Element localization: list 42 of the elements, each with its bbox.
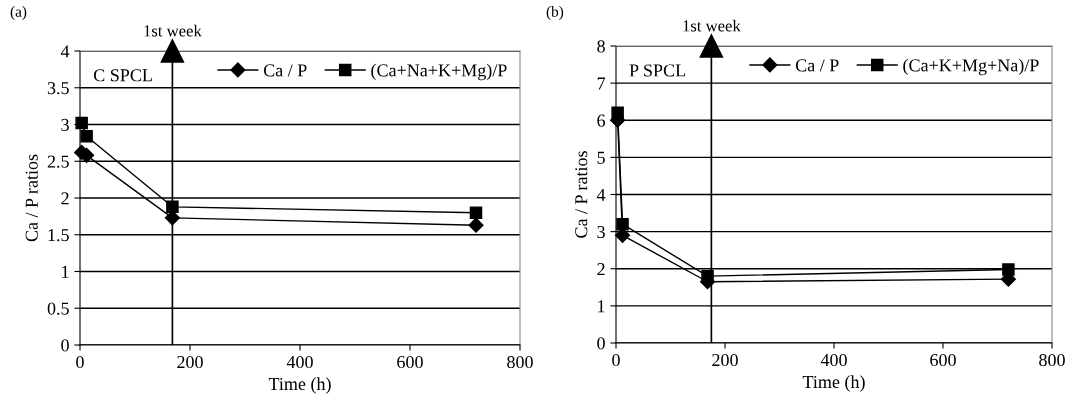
y-tick-label: 1 bbox=[62, 265, 69, 278]
y-tick-label: 0 bbox=[597, 337, 605, 350]
legend-label: (Ca+Na+K+Mg)/P bbox=[371, 63, 507, 81]
x-tick-label: 200 bbox=[712, 353, 738, 367]
y-tick-label: 8 bbox=[597, 40, 605, 53]
y-tick-label: 0.5 bbox=[47, 302, 69, 315]
legend-label: Ca / P bbox=[795, 59, 839, 72]
x-tick-label: 0 bbox=[612, 353, 620, 367]
x-tick-label: 600 bbox=[397, 355, 423, 369]
x-tick-label: 0 bbox=[76, 355, 84, 369]
chart-title: (b) bbox=[546, 6, 564, 20]
y-tick-label: 3.5 bbox=[47, 82, 69, 95]
y-axis-title: Ca / P ratios bbox=[25, 154, 38, 242]
legend-label: Ca / P bbox=[263, 64, 307, 77]
y-tick-label: 2.5 bbox=[47, 155, 69, 168]
x-tick-label: 200 bbox=[177, 355, 203, 369]
y-tick-label: 6 bbox=[597, 114, 606, 127]
x-tick-label: 800 bbox=[507, 355, 533, 369]
x-tick-label: 400 bbox=[286, 355, 313, 369]
chart-title: (a) bbox=[10, 6, 27, 20]
ref-line-label: 1st week bbox=[144, 24, 202, 37]
y-tick-label: 4 bbox=[596, 188, 606, 201]
y-tick-label: 3 bbox=[597, 225, 605, 239]
x-axis-title: Time (h) bbox=[268, 377, 331, 394]
y-axis-title: Ca / P ratios bbox=[575, 151, 588, 238]
y-tick-label: 3 bbox=[61, 118, 69, 131]
ref-line-label: 1st week bbox=[683, 19, 741, 32]
annotation: P SPCL bbox=[629, 64, 686, 77]
y-tick-label: 0 bbox=[61, 339, 69, 352]
annotation: C SPCL bbox=[93, 69, 152, 82]
y-tick-label: 7 bbox=[597, 77, 606, 90]
y-tick-label: 1 bbox=[598, 300, 605, 313]
y-tick-label: 2 bbox=[61, 192, 69, 205]
x-tick-label: 400 bbox=[820, 353, 847, 367]
y-tick-label: 5 bbox=[597, 151, 605, 164]
x-tick-label: 600 bbox=[930, 353, 956, 367]
x-axis-title: Time (h) bbox=[802, 375, 865, 392]
y-tick-label: 2 bbox=[597, 263, 605, 276]
x-tick-label: 800 bbox=[1039, 353, 1065, 367]
y-tick-label: 1.5 bbox=[48, 229, 69, 242]
y-tick-label: 4 bbox=[60, 45, 70, 58]
legend-label: (Ca+K+Mg+Na)/P bbox=[903, 58, 1039, 76]
